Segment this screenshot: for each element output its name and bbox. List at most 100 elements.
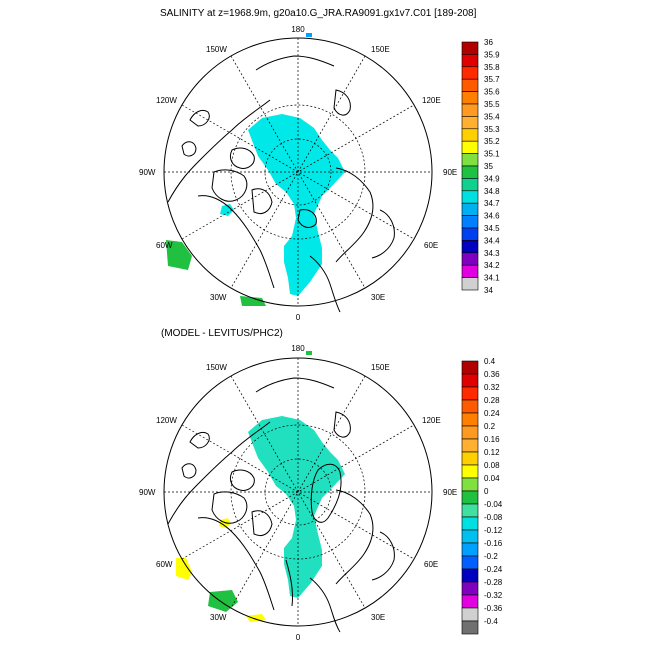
bottom-colorbar: 0.4 0.36 0.32 0.28 0.24 0.2 0.16 0.12 0.08 0.04 0 -…	[461, 357, 503, 635]
top-colorbar-label: 35.3	[484, 125, 500, 134]
bottom-colorbar-swatch	[461, 425, 479, 440]
top-colorbar: 36 35.9 35.8 35.7 35.6 35.5 35.4 35.3 35.2 35.1 35…	[461, 38, 500, 295]
bottom-colorbar-label: 0.4	[484, 357, 496, 366]
bottom-green-dot	[306, 351, 312, 355]
bottom-colorbar-label: 0.32	[484, 383, 500, 392]
top-colorbar-swatch	[461, 240, 479, 254]
top-lon-30e: 30E	[371, 293, 385, 302]
top-colorbar-label: 35.6	[484, 88, 500, 97]
bottom-colorbar-label: 0.2	[484, 422, 496, 431]
top-colorbar-swatch	[461, 153, 479, 167]
bottom-lon-90e: 90E	[443, 488, 457, 497]
bottom-lon-60e: 60E	[424, 560, 438, 569]
bottom-colorbar-swatch	[461, 542, 479, 557]
bottom-colorbar-swatch	[461, 451, 479, 466]
bottom-colorbar-label: -0.36	[484, 604, 503, 613]
bottom-map: 180 150W 150E 120W 120E 90W 90E 60W 60E …	[139, 344, 457, 642]
top-colorbar-swatch	[461, 128, 479, 142]
top-colorbar-swatch	[461, 165, 479, 179]
top-colorbar-label: 34.1	[484, 274, 500, 283]
bottom-colorbar-label: 0.12	[484, 448, 500, 457]
bottom-title: (MODEL - LEVITUS/PHC2)	[161, 328, 283, 339]
top-colorbar-swatch	[461, 91, 479, 105]
bottom-colorbar-swatch	[461, 620, 479, 635]
bottom-lon-labels: 180 150W 150E 120W 120E 90W 90E 60W 60E …	[139, 344, 457, 642]
bottom-colorbar-swatch	[461, 412, 479, 427]
top-map-border	[163, 37, 433, 307]
bottom-panel: (MODEL - LEVITUS/PHC2)	[139, 328, 503, 642]
bottom-colorbar-label: -0.24	[484, 565, 503, 574]
bottom-colorbar-swatch	[461, 594, 479, 609]
top-colorbar-label: 35.7	[484, 75, 500, 84]
top-colorbar-swatch	[461, 227, 479, 241]
top-colorbar-label: 35.8	[484, 63, 500, 72]
bottom-colorbar-label: -0.04	[484, 500, 503, 509]
top-colorbar-swatch	[461, 252, 479, 266]
bottom-colorbar-label: -0.16	[484, 539, 503, 548]
top-lon-90w: 90W	[139, 168, 156, 177]
bottom-lon-30w: 30W	[210, 613, 227, 622]
top-colorbar-label: 34.6	[484, 212, 500, 221]
bottom-colorbar-label: 0.24	[484, 409, 500, 418]
bottom-colorbar-swatch	[461, 516, 479, 531]
top-colorbar-label: 35.1	[484, 150, 500, 159]
top-colorbar-label: 35	[484, 162, 493, 171]
top-colorbar-label: 34.8	[484, 187, 500, 196]
top-colorbar-swatch	[461, 277, 479, 291]
bottom-colorbar-swatch	[461, 360, 479, 375]
bottom-colorbar-swatch	[461, 399, 479, 414]
top-colorbar-swatch	[461, 215, 479, 229]
top-colorbar-label: 34.5	[484, 224, 500, 233]
bottom-colorbar-swatch	[461, 568, 479, 583]
bottom-colorbar-swatch	[461, 529, 479, 544]
bottom-yellow-patch-60w	[176, 558, 192, 580]
top-colorbar-swatch	[461, 140, 479, 154]
top-colorbar-label: 34.4	[484, 236, 500, 245]
top-colorbar-swatch	[461, 41, 479, 55]
bottom-lon-30e: 30E	[371, 613, 385, 622]
top-colorbar-swatch	[461, 178, 479, 192]
bottom-green-patch-30w	[208, 590, 238, 612]
top-lon-30w: 30W	[210, 293, 227, 302]
top-lon-90e: 90E	[443, 168, 457, 177]
bottom-colorbar-swatch	[461, 555, 479, 570]
bottom-lon-180: 180	[291, 344, 305, 353]
bottom-colorbar-label: -0.4	[484, 617, 498, 626]
bottom-colorbar-swatch	[461, 490, 479, 505]
top-colorbar-label: 34	[484, 286, 493, 295]
bottom-colorbar-swatch	[461, 581, 479, 596]
bottom-map-border	[163, 357, 433, 627]
bottom-colorbar-label: -0.28	[484, 578, 503, 587]
top-lon-60w: 60W	[156, 241, 173, 250]
top-title: SALINITY at z=1968.9m, g20a10.G_JRA.RA90…	[160, 8, 477, 19]
bottom-colorbar-label: 0	[484, 487, 489, 496]
top-lon-150w: 150W	[206, 45, 227, 54]
top-lon-120w: 120W	[156, 96, 177, 105]
top-colorbar-swatch	[461, 190, 479, 204]
top-colorbar-swatch	[461, 78, 479, 92]
top-colorbar-swatch	[461, 66, 479, 80]
top-colorbar-label: 35.5	[484, 100, 500, 109]
bottom-colorbar-swatch	[461, 607, 479, 622]
top-green-patch-30w	[240, 296, 266, 306]
top-colorbar-swatch	[461, 116, 479, 130]
bottom-colorbar-swatch	[461, 464, 479, 479]
bottom-colorbar-label: -0.2	[484, 552, 498, 561]
top-colorbar-label: 35.2	[484, 137, 500, 146]
top-lon-60e: 60E	[424, 241, 438, 250]
bottom-lon-90w: 90W	[139, 488, 156, 497]
bottom-colorbar-label: 0.08	[484, 461, 500, 470]
bottom-colorbar-label: 0.28	[484, 396, 500, 405]
top-colorbar-swatch	[461, 202, 479, 216]
bottom-lon-150e: 150E	[371, 363, 390, 372]
bottom-anomaly-contour	[310, 463, 342, 523]
top-lon-180: 180	[291, 25, 305, 34]
top-colorbar-label: 35.9	[484, 50, 500, 59]
top-colorbar-swatch	[461, 54, 479, 68]
top-graticule	[164, 38, 432, 306]
bottom-colorbar-label: 0.36	[484, 370, 500, 379]
top-panel: SALINITY at z=1968.9m, g20a10.G_JRA.RA90…	[139, 8, 500, 322]
bottom-anomaly-field	[248, 416, 345, 598]
bottom-lon-150w: 150W	[206, 363, 227, 372]
